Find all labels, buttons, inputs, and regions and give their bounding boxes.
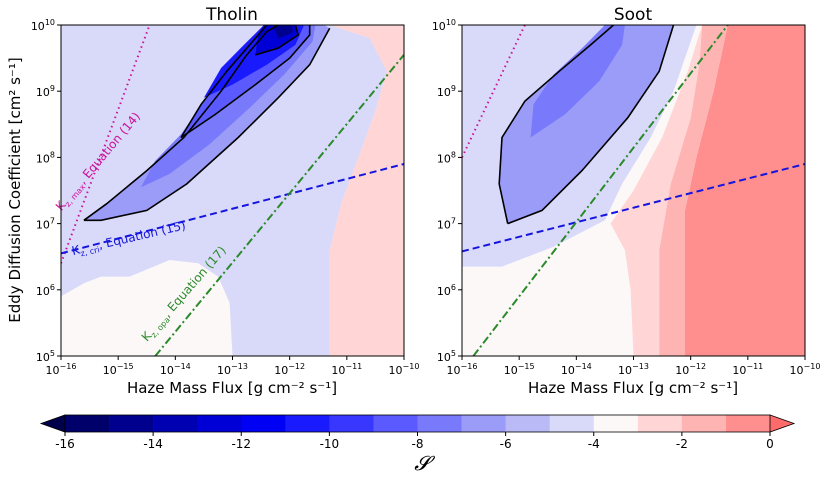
colorbar-swatch (197, 415, 242, 432)
tholin-x-label: Haze Mass Flux [g cm⁻² s⁻¹] (127, 379, 337, 397)
tholin-filled-contours (61, 25, 404, 356)
colorbar-swatch (505, 415, 550, 432)
tholin-contour-line (180, 25, 311, 139)
colorbar-swatch (241, 415, 286, 432)
soot-region-level-2 (659, 25, 728, 356)
colorbar-extend-min (39, 414, 66, 433)
soot-y-tick-label: 105 (437, 349, 456, 364)
soot-contour-line (507, 25, 675, 225)
colorbar-swatch (681, 415, 727, 432)
soot-contour-line (498, 25, 615, 224)
tholin-x-axis: 10−16 10−15 10−14 10−13 10−12 10−11 10−10 (46, 356, 420, 377)
soot-y-tick-label: 107 (437, 217, 456, 232)
soot-contour-lines (498, 25, 675, 225)
soot-y-tick-label: 108 (437, 150, 456, 165)
tholin-y-tick-label: 109 (36, 84, 55, 99)
colorbar-tick-label: -12 (231, 437, 251, 451)
tholin-x-tick-label: 10−12 (274, 362, 305, 377)
colorbar-swatch (725, 415, 771, 432)
soot-x-tick-label: 10−10 (790, 362, 821, 377)
tholin-x-tick-label: 10−10 (389, 362, 420, 377)
tholin-kzcri-line (61, 163, 404, 255)
soot-x-axis: 10−16 10−15 10−14 10−13 10−12 10−11 10−10 (447, 356, 821, 377)
soot-title: Soot (614, 5, 653, 25)
tholin-contour-line (180, 25, 268, 138)
colorbar-swatch (65, 415, 110, 432)
soot-x-tick-label: 10−14 (561, 362, 592, 377)
colorbar-swatch (461, 415, 506, 432)
soot-region-level-8 (530, 25, 625, 138)
soot-y-tick-label: 106 (437, 283, 456, 298)
tholin-x-tick-label: 10−13 (217, 362, 248, 377)
tholin-region-level-3 (329, 25, 404, 356)
tholin-x-tick-label: 10−14 (160, 362, 191, 377)
tholin-contour-line (83, 27, 331, 222)
soot-region-level-7 (499, 25, 674, 224)
colorbar-tick-label: -8 (412, 437, 424, 451)
tholin-x-tick-label: 10−15 (103, 362, 134, 377)
tholin-y-tick-label: 1010 (31, 18, 55, 33)
colorbar-tick-label: -2 (676, 437, 688, 451)
soot-x-tick-label: 10−15 (504, 362, 535, 377)
tholin-contour-line (255, 25, 300, 56)
soot-filled-contours (462, 25, 805, 356)
soot-region-level-1 (685, 25, 805, 356)
soot-kzcri-line (462, 163, 805, 253)
tholin-y-tick-label: 108 (36, 150, 55, 165)
tholin-panel: Kz, max, Equation (14)Kz, cri, Equation … (31, 5, 420, 397)
colorbar-tick-label: -16 (55, 437, 75, 451)
tholin-y-axis: 105 106 107 108 109 1010 (31, 18, 61, 364)
colorbar-tick-label: -6 (500, 437, 512, 451)
soot-y-tick-label: 109 (437, 84, 456, 99)
tholin-contour-lines (83, 25, 331, 222)
tholin-kzopa-line (154, 54, 404, 356)
soot-x-tick-label: 10−16 (447, 362, 478, 377)
soot-y-tick-label: 1010 (432, 18, 456, 33)
y-axis-label: Eddy Diffusion Coefficient [cm² s⁻¹] (6, 57, 24, 322)
tholin-contour-line (83, 25, 279, 221)
colorbar-tick-label: -10 (320, 437, 340, 451)
soot-y-axis: 105 106 107 108 109 1010 (432, 18, 462, 364)
tholin-title: Tholin (205, 5, 258, 25)
colorbar-tick-label: -4 (588, 437, 600, 451)
colorbar-extend-max (769, 414, 796, 433)
colorbar-tick-label: -14 (143, 437, 163, 451)
colorbar: -16 -14 -12 -10 -8 -6 -4 -2 0 (39, 414, 796, 451)
colorbar-swatch (109, 415, 154, 432)
colorbar-swatch (549, 415, 595, 432)
colorbar-swatch (417, 415, 462, 432)
tholin-y-tick-label: 105 (36, 349, 55, 364)
soot-x-tick-label: 10−12 (675, 362, 706, 377)
colorbar-swatch (373, 415, 418, 432)
soot-region-level-3 (610, 25, 703, 356)
soot-x-tick-label: 10−13 (618, 362, 649, 377)
colorbar-tick-label: 0 (766, 437, 774, 451)
colorbar-label: 𝓢 (414, 451, 435, 475)
colorbar-swatch (153, 415, 198, 432)
soot-x-tick-label: 10−11 (732, 362, 763, 377)
tholin-region-level-5 (61, 25, 387, 356)
tholin-y-tick-label: 106 (36, 283, 55, 298)
tholin-x-tick-label: 10−16 (46, 362, 77, 377)
tholin-y-tick-label: 107 (36, 217, 55, 232)
colorbar-swatch (637, 415, 683, 432)
soot-x-label: Haze Mass Flux [g cm⁻² s⁻¹] (528, 379, 738, 397)
soot-panel: 10−16 10−15 10−14 10−13 10−12 10−11 10−10 1051… (432, 5, 821, 397)
soot-kzopa-line (472, 25, 729, 356)
tholin-x-tick-label: 10−11 (331, 362, 362, 377)
colorbar-swatch (593, 415, 639, 432)
soot-reference-lines (462, 25, 805, 356)
tholin-reference-lines (61, 25, 404, 356)
colorbar-swatch (285, 415, 330, 432)
colorbar-swatch (329, 415, 374, 432)
tholin-region-level-15 (272, 25, 293, 39)
